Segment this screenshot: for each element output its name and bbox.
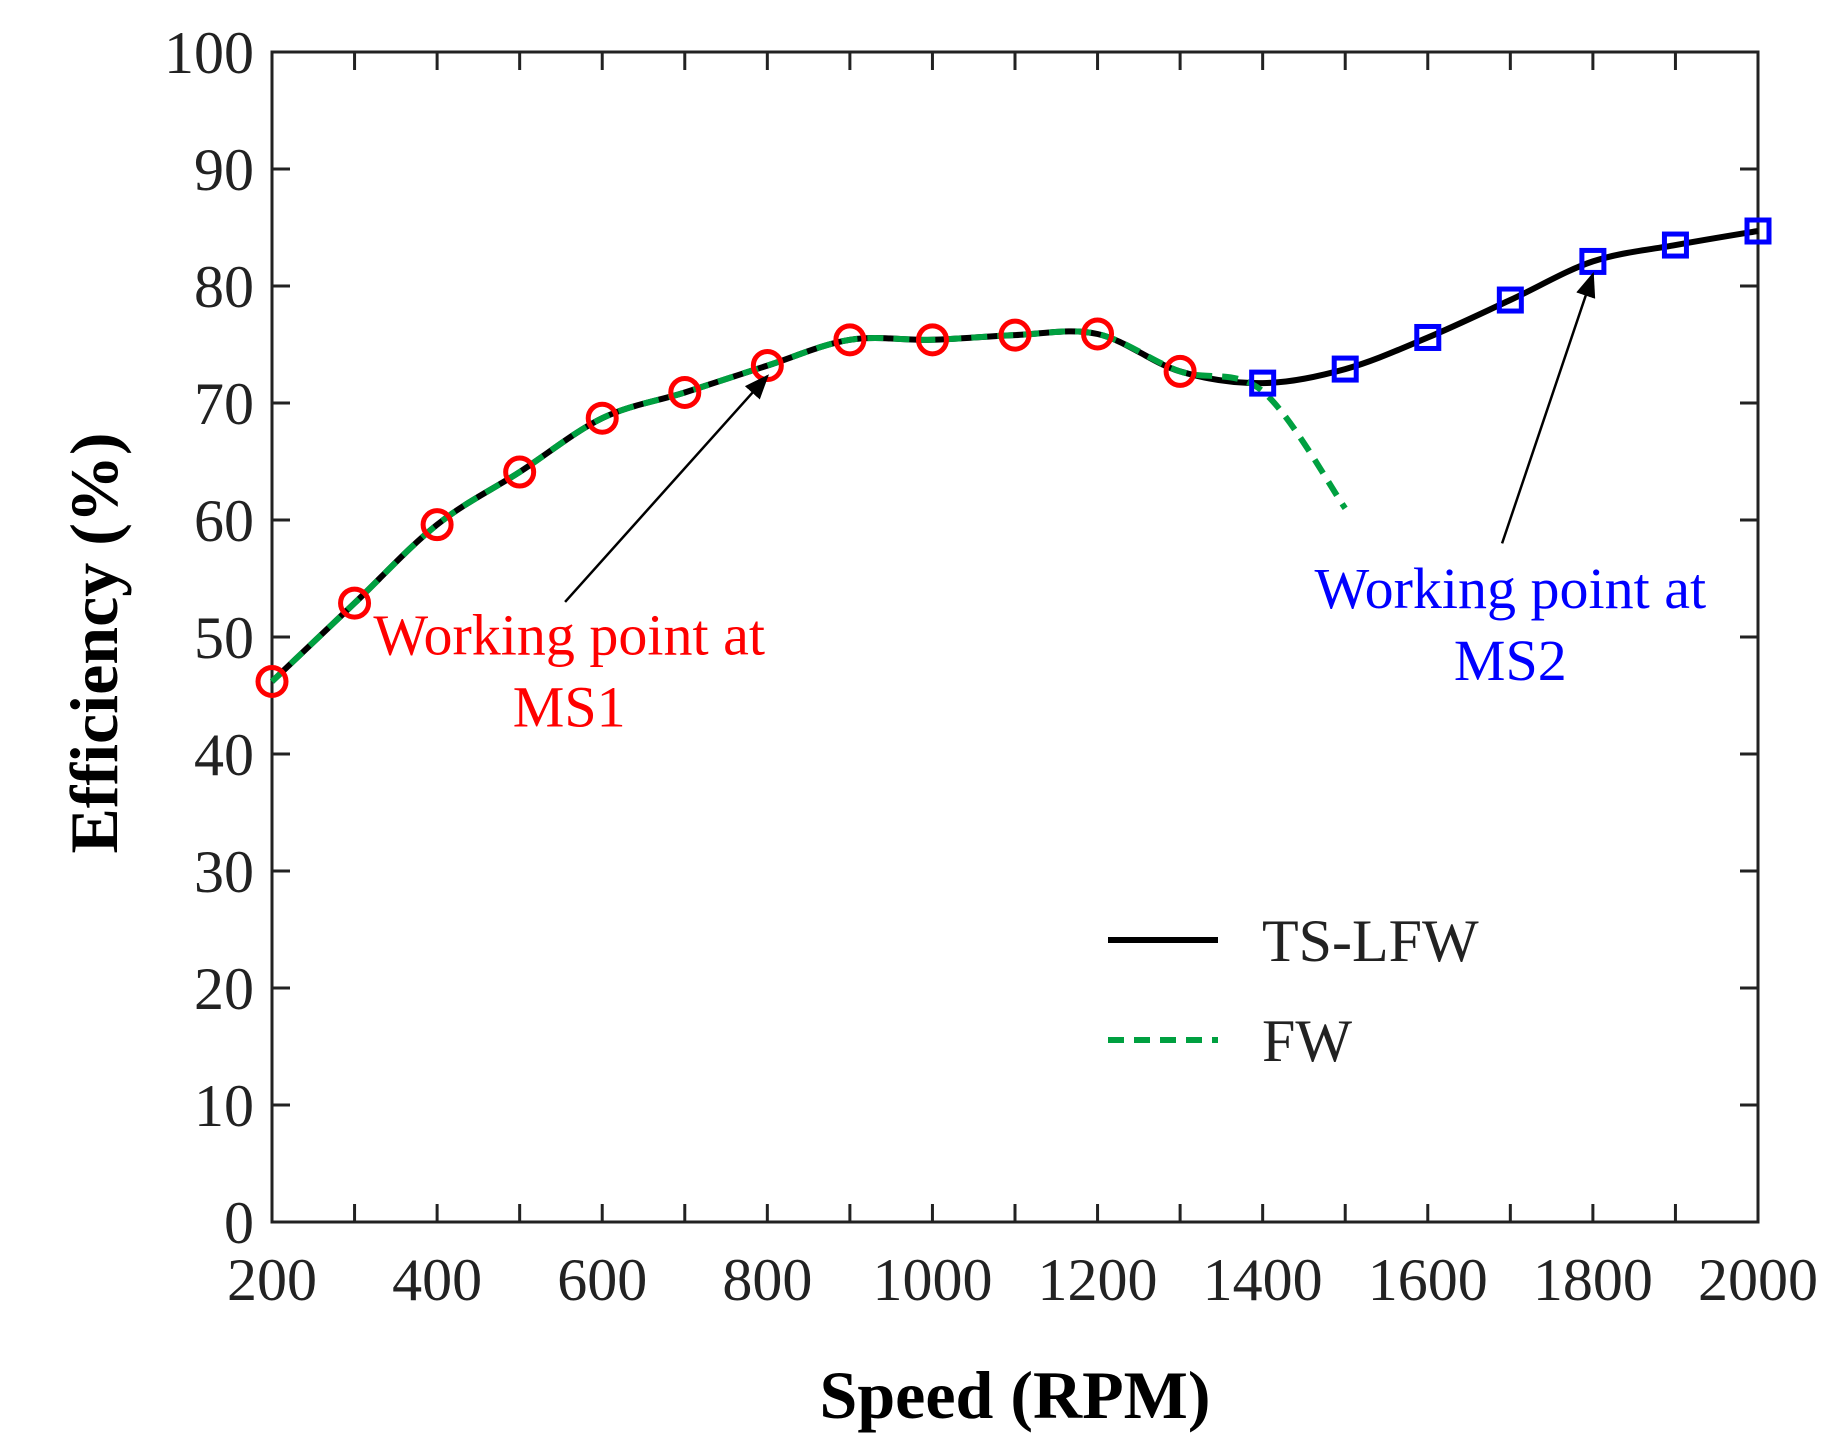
series-layer	[269, 228, 1759, 684]
marker-circle-ms1	[1163, 354, 1197, 388]
annotation-text-ms2: Working point at	[1315, 556, 1707, 621]
axes-layer: 0 10 20 30 40 50 60 70 80 90 100 200 400 600 800 1000 12…	[164, 20, 1818, 1313]
labels-layer: Speed (RPM) Efficiency (%)	[56, 432, 1210, 1433]
y-tick-label: 20	[194, 956, 254, 1022]
marker-circle-ms1	[255, 664, 289, 698]
x-tick-label: 600	[557, 1247, 647, 1313]
legend-layer: TS-LFW FW	[1108, 908, 1479, 1074]
x-tick-label: 1200	[1038, 1247, 1158, 1313]
marker-square-ms2	[1249, 369, 1277, 397]
marker-square-ms2	[1414, 323, 1442, 351]
x-tick-label: 1600	[1368, 1247, 1488, 1313]
marker-circle-ms1	[833, 323, 867, 357]
y-tick-label: 70	[194, 371, 254, 437]
y-tick-label: 40	[194, 722, 254, 788]
marker-circle-ms1	[1081, 317, 1115, 351]
y-tick-label: 60	[194, 488, 254, 554]
annotation-text-ms1: MS1	[513, 675, 626, 740]
x-tick-label: 1400	[1203, 1247, 1323, 1313]
y-tick-label: 100	[164, 20, 254, 86]
series-line-fw	[269, 328, 1348, 684]
annotation-text-ms2: MS2	[1454, 628, 1567, 693]
x-tick-label: 2000	[1698, 1247, 1818, 1313]
marker-square-ms2	[1496, 286, 1524, 314]
x-axis-title: Speed (RPM)	[820, 1357, 1211, 1433]
marker-square-ms2	[1331, 355, 1359, 383]
annotation-arrow-ms2	[1500, 271, 1596, 544]
annotations-layer: Working point at MS1 Working point at MS2	[373, 271, 1707, 740]
marker-square-ms2	[1661, 231, 1689, 259]
marker-circle-ms1	[585, 401, 619, 435]
marker-circle-ms1	[998, 318, 1032, 352]
marker-circle-ms1	[503, 455, 537, 489]
x-tick-label: 800	[722, 1247, 812, 1313]
marker-square-ms2	[1744, 217, 1772, 245]
y-axis-title: Efficiency (%)	[56, 432, 132, 853]
legend-label-ts-lfw: TS-LFW	[1262, 908, 1479, 974]
y-tick-label: 90	[194, 137, 254, 203]
marker-circle-ms1	[915, 323, 949, 357]
marker-circle-ms1	[420, 508, 454, 542]
y-tick-label: 0	[224, 1190, 254, 1256]
y-tick-label: 30	[194, 839, 254, 905]
legend-label-fw: FW	[1262, 1008, 1352, 1074]
marker-circle-ms1	[338, 586, 372, 620]
annotation-arrow-ms1	[564, 374, 770, 603]
y-tick-label: 50	[194, 605, 254, 671]
y-tick-label: 10	[194, 1073, 254, 1139]
x-tick-label: 400	[392, 1247, 482, 1313]
annotation-text-ms1: Working point at	[373, 603, 765, 668]
x-tick-label: 1800	[1533, 1247, 1653, 1313]
y-tick-label: 80	[194, 254, 254, 320]
x-tick-label: 1000	[872, 1247, 992, 1313]
x-tick-label: 200	[227, 1247, 317, 1313]
markers-layer	[255, 217, 1772, 698]
marker-circle-ms1	[668, 375, 702, 409]
